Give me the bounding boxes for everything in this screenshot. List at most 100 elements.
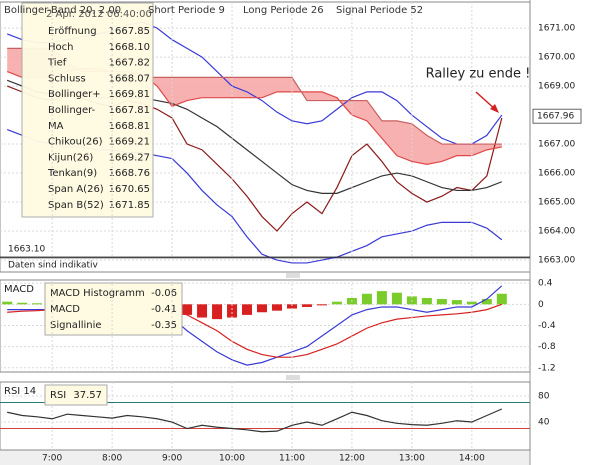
header-text: Bollinger-Band 20, 2.00 bbox=[4, 5, 121, 16]
min-label: 1663.10 bbox=[8, 245, 45, 255]
y-tick-label: 80 bbox=[538, 391, 550, 401]
readout-box bbox=[21, 2, 154, 218]
histogram-bar bbox=[271, 304, 282, 311]
readout-value: 1669.27 bbox=[109, 152, 150, 163]
histogram-bar bbox=[32, 303, 43, 305]
readout-name: Hoch bbox=[48, 42, 73, 53]
legend-value: -0.06 bbox=[151, 288, 177, 299]
legend-name: Signallinie bbox=[50, 320, 102, 331]
histogram-bar bbox=[391, 292, 402, 305]
histogram-bar bbox=[182, 304, 193, 315]
y-tick-label: 1664.00 bbox=[538, 227, 575, 237]
legend-box bbox=[44, 282, 183, 336]
readout-value: 1667.82 bbox=[109, 58, 150, 69]
readout-date: 2 Apr. 2012 06:40:00 bbox=[46, 9, 152, 20]
histogram-bar bbox=[257, 304, 268, 313]
x-tick-label: 8:00 bbox=[102, 454, 122, 464]
annotation-arrowhead bbox=[490, 104, 499, 113]
histogram-bar bbox=[361, 293, 372, 305]
readout-value: 1671.85 bbox=[109, 200, 150, 211]
histogram-bar bbox=[376, 291, 387, 305]
readout-value: 1668.76 bbox=[109, 168, 150, 179]
panel-frame bbox=[0, 381, 531, 451]
readout-name: Kijun(26) bbox=[48, 152, 93, 163]
y-tick-label: 0.4 bbox=[538, 279, 553, 289]
header-text: Long Periode 26 bbox=[243, 5, 324, 16]
panel-label: MACD bbox=[4, 284, 34, 295]
splitter[interactable] bbox=[286, 375, 300, 380]
readout-name: Span B(52) bbox=[48, 200, 104, 211]
readout-name: Tief bbox=[47, 58, 67, 69]
y-tick-label: 1670.00 bbox=[538, 53, 575, 63]
histogram-bar bbox=[227, 304, 238, 318]
histogram-bar bbox=[316, 304, 327, 306]
legend-value: 37.57 bbox=[73, 390, 102, 401]
histogram-bar bbox=[331, 301, 342, 305]
y-tick-label: 1671.00 bbox=[538, 24, 575, 34]
panel-label: RSI 14 bbox=[4, 386, 36, 397]
readout-value: 1667.81 bbox=[109, 105, 150, 116]
histogram-bar bbox=[17, 302, 28, 305]
x-tick-label: 11:00 bbox=[279, 454, 305, 464]
x-tick-label: 14:00 bbox=[459, 454, 485, 464]
header-text: Short Periode 9 bbox=[148, 5, 225, 16]
plot-layer: 1663.00 1664.00 1665.00 1666.00 1667.00 1669.… bbox=[0, 1, 582, 464]
legend-name: RSI bbox=[50, 390, 66, 401]
y-tick-label: 1669.00 bbox=[538, 82, 575, 92]
y-tick-label: 1666.00 bbox=[538, 169, 575, 179]
y-tick-label: 0 bbox=[538, 300, 544, 310]
histogram-bar bbox=[496, 293, 507, 305]
panel-frame bbox=[0, 1, 531, 259]
legend-box bbox=[44, 384, 108, 406]
readout-name: Bollinger+ bbox=[48, 89, 101, 100]
readout-value: 1668.10 bbox=[109, 42, 150, 53]
histogram-bar bbox=[212, 304, 223, 320]
series-line bbox=[7, 408, 503, 433]
histogram-bar bbox=[242, 304, 253, 315]
histogram-bar bbox=[481, 299, 492, 305]
legend-name: MACD bbox=[50, 304, 80, 315]
histogram-bar bbox=[286, 304, 297, 309]
x-tick-label: 12:00 bbox=[339, 454, 365, 464]
readout-name: Span A(26) bbox=[48, 184, 104, 195]
legend-name: MACD Histogramm bbox=[50, 288, 145, 299]
last-price-box bbox=[532, 108, 582, 124]
readout-name: Chikou(26) bbox=[48, 137, 103, 148]
y-tick-label: -1.2 bbox=[538, 363, 556, 373]
y-tick-label: 1663.00 bbox=[538, 256, 575, 266]
splitter[interactable] bbox=[286, 273, 300, 278]
y-tick-label: -0.8 bbox=[538, 342, 556, 352]
readout-value: 1669.81 bbox=[109, 89, 150, 100]
y-tick-label: 40 bbox=[538, 418, 550, 428]
header-text: Signal Periode 52 bbox=[336, 5, 423, 16]
time-axis-strip bbox=[0, 450, 530, 465]
y-tick-label: 1665.00 bbox=[538, 198, 575, 208]
histogram-bar bbox=[301, 304, 312, 307]
legend-value: -0.41 bbox=[151, 304, 177, 315]
y-tick-label: 1667.00 bbox=[538, 140, 575, 150]
histogram-bar bbox=[451, 300, 462, 305]
x-tick-label: 9:00 bbox=[162, 454, 182, 464]
readout-name: MA bbox=[48, 121, 64, 132]
histogram-bar bbox=[436, 299, 447, 305]
readout-value: 1668.81 bbox=[109, 121, 150, 132]
histogram-bar bbox=[197, 304, 208, 318]
legend-value: -0.35 bbox=[151, 320, 177, 331]
panel-frame bbox=[0, 279, 531, 373]
histogram-bar bbox=[2, 301, 13, 305]
last-price-label: 1667.96 bbox=[537, 112, 574, 122]
readout-name: Eröffnung bbox=[48, 26, 97, 37]
readout-value: 1670.65 bbox=[109, 184, 150, 195]
y-tick-label: -0.4 bbox=[538, 321, 556, 331]
readout-name: Bollinger- bbox=[48, 105, 96, 116]
histogram-bar bbox=[421, 297, 432, 305]
x-tick-label: 10:00 bbox=[219, 454, 245, 464]
annotation: Ralley zu ende ! bbox=[426, 67, 531, 82]
readout-value: 1668.07 bbox=[109, 73, 150, 84]
readout-name: Tenkan(9) bbox=[47, 168, 97, 179]
histogram-bar bbox=[466, 301, 477, 305]
x-tick-label: 7:00 bbox=[42, 454, 62, 464]
x-tick-label: 13:00 bbox=[399, 454, 425, 464]
readout-name: Schluss bbox=[48, 73, 86, 84]
